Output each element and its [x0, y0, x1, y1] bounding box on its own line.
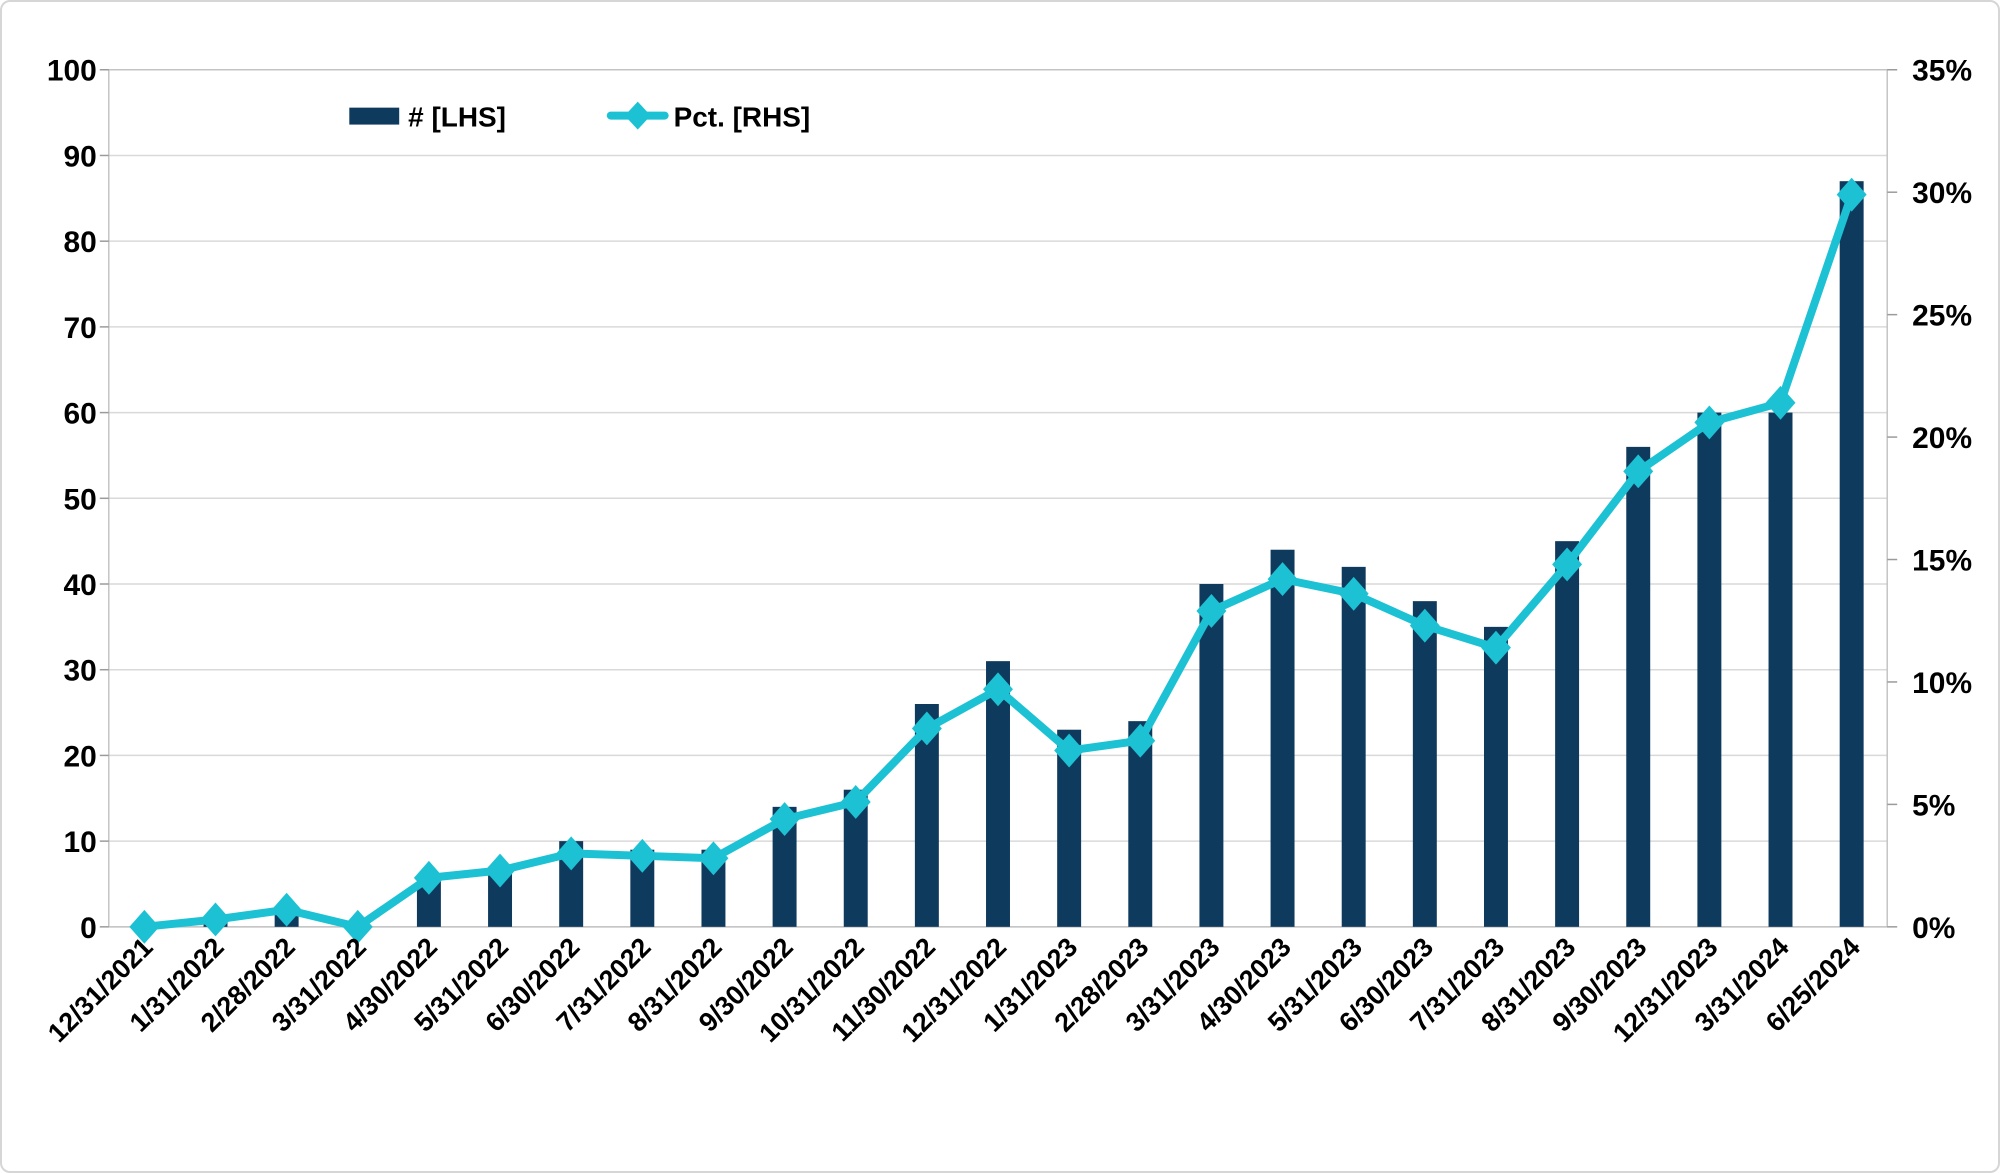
pct-line-marker	[1765, 385, 1796, 420]
bar	[1412, 601, 1437, 927]
left-axis-tick-label: 80	[64, 226, 97, 259]
left-axis-tick-label: 70	[64, 312, 97, 345]
bar	[1483, 626, 1508, 927]
pct-line-marker	[1054, 733, 1085, 768]
legend-diamond-icon	[624, 101, 651, 130]
left-axis-tick-label: 0	[80, 912, 97, 945]
pct-line-marker	[200, 902, 231, 937]
bar	[1057, 729, 1082, 927]
left-axis-tick-label: 50	[64, 483, 97, 516]
bar	[630, 849, 655, 927]
bar	[488, 866, 513, 927]
left-axis-tick-label: 20	[64, 740, 97, 773]
bar	[1839, 181, 1864, 927]
pct-line-marker	[1694, 405, 1725, 440]
left-axis-tick-label: 60	[64, 398, 97, 431]
bar	[1697, 412, 1722, 927]
right-axis-tick-label: 35%	[1912, 55, 1972, 88]
bar	[1270, 549, 1295, 927]
right-axis-tick-label: 30%	[1912, 177, 1972, 210]
bar	[914, 703, 939, 927]
bar	[843, 789, 868, 927]
right-axis-tick-label: 10%	[1912, 667, 1972, 700]
bar	[1341, 566, 1366, 927]
pct-line-marker	[1196, 594, 1227, 628]
left-axis-tick-label: 10	[64, 826, 97, 859]
right-axis-tick-label: 20%	[1912, 422, 1972, 455]
bar	[416, 875, 441, 927]
pct-line-marker	[1338, 576, 1369, 611]
pct-line-marker	[983, 672, 1013, 707]
bar	[772, 806, 797, 927]
right-axis-tick-label: 0%	[1912, 912, 1955, 945]
right-axis-tick-label: 25%	[1912, 300, 1972, 333]
legend-label-rhs: Pct. [RHS]	[674, 102, 811, 133]
legend-swatch-bar	[349, 107, 400, 125]
legend-label-lhs: # [LHS]	[408, 102, 506, 133]
left-axis-tick-label: 100	[47, 55, 97, 88]
pct-line-marker	[129, 909, 160, 944]
pct-line-marker	[698, 841, 729, 876]
left-axis-tick-label: 90	[64, 140, 97, 173]
bar	[1626, 446, 1651, 927]
right-axis-tick-label: 15%	[1912, 545, 1972, 578]
right-axis-tick-label: 5%	[1912, 789, 1955, 822]
bar	[1555, 541, 1580, 927]
bar	[986, 661, 1010, 927]
bar	[701, 849, 726, 927]
left-axis-tick-label: 30	[64, 655, 97, 688]
left-axis-tick-label: 40	[64, 569, 97, 602]
bar	[1128, 721, 1153, 927]
pct-line-marker	[1552, 547, 1583, 582]
bar	[1768, 412, 1793, 927]
bar	[1199, 584, 1224, 927]
pct-line-marker	[413, 860, 444, 895]
